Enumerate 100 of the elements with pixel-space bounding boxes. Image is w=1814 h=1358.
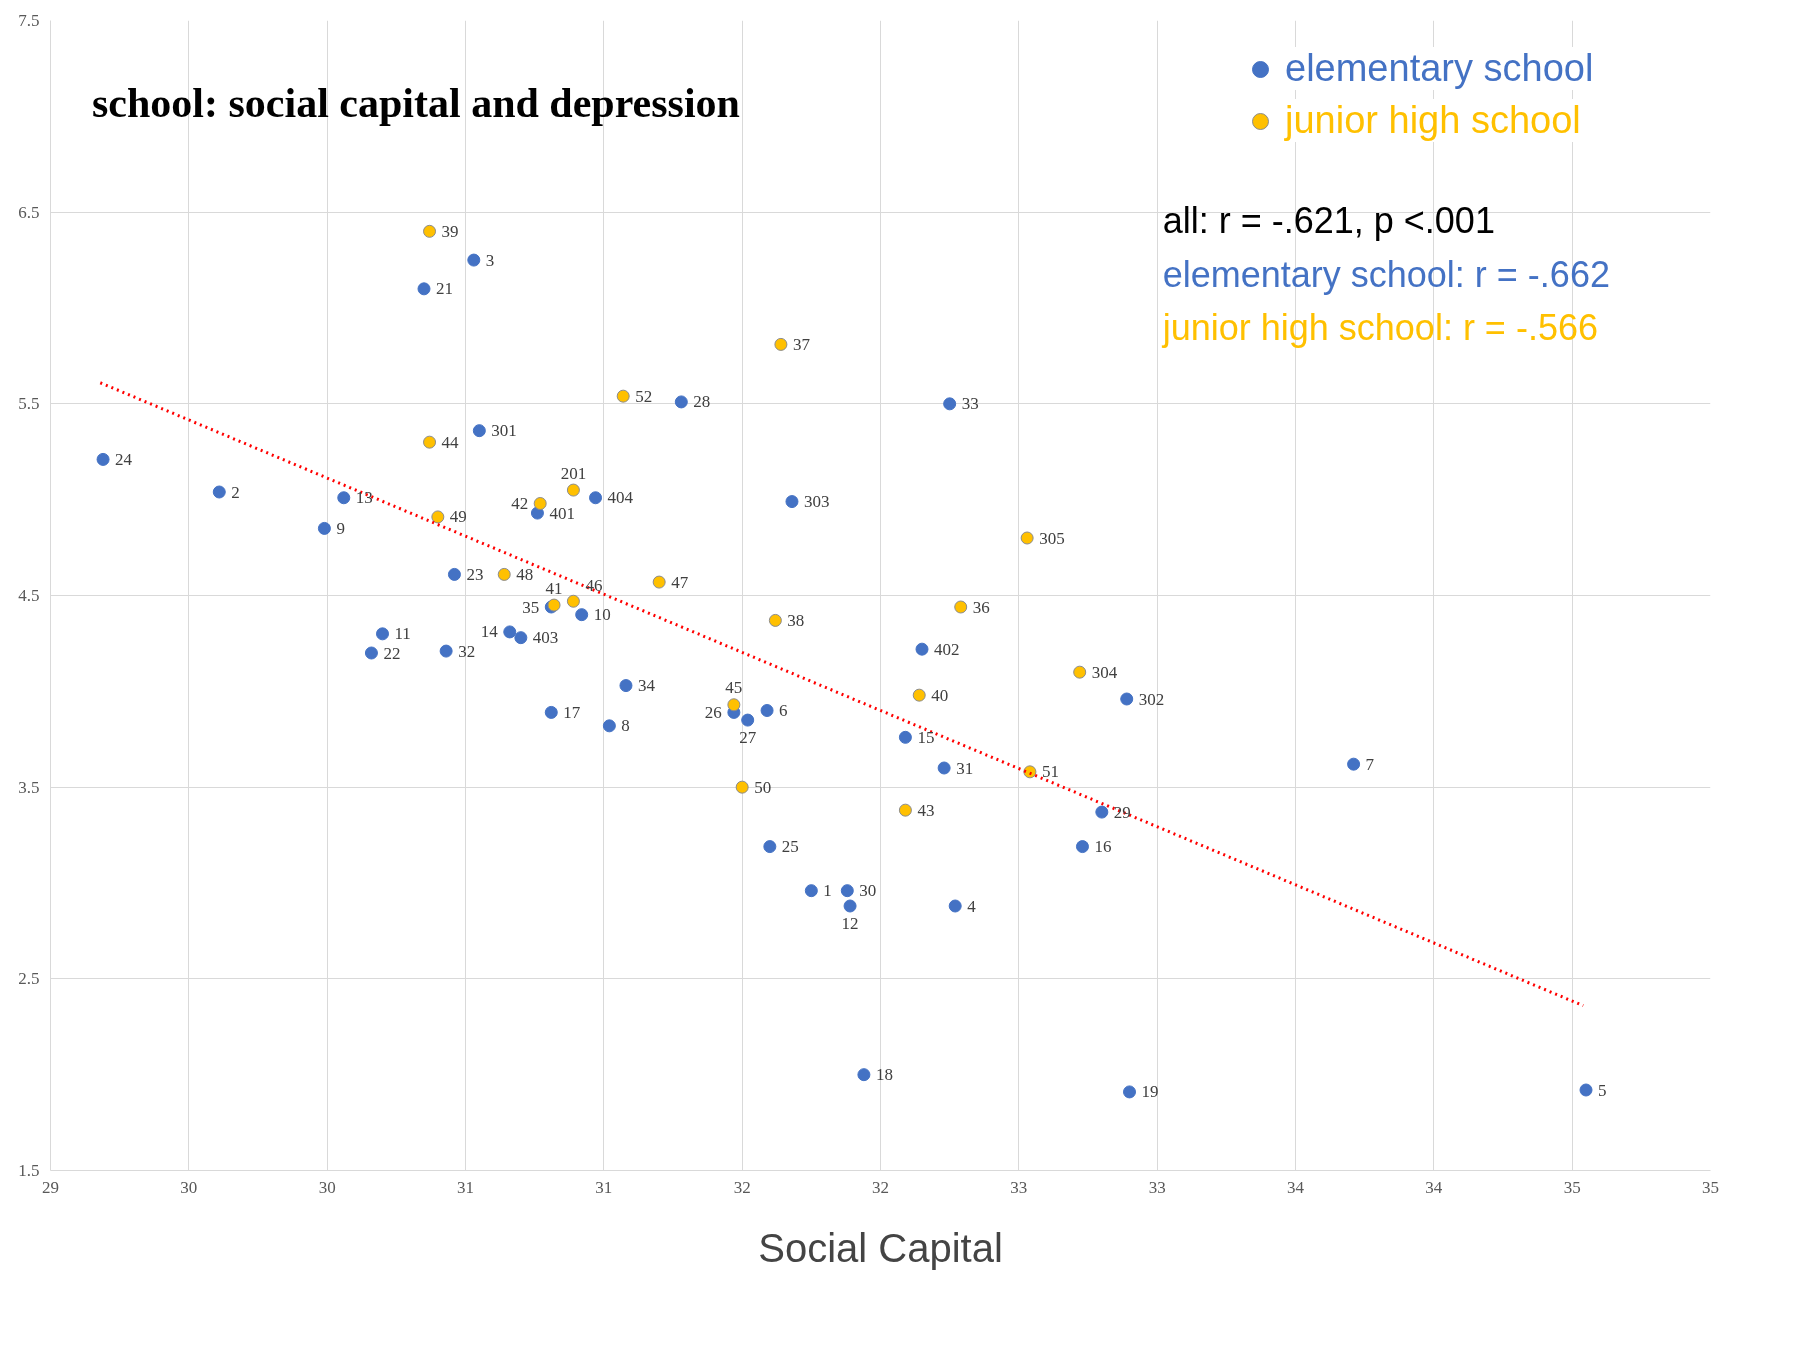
- x-tick-label: 33: [1148, 1177, 1166, 1197]
- x-axis-title: Social Capital: [758, 1225, 1003, 1270]
- point: [423, 224, 437, 238]
- annotation: 24: [115, 449, 133, 469]
- annotation: 41: [545, 578, 563, 598]
- point: [619, 679, 633, 693]
- point: [1075, 840, 1089, 854]
- annotation: 10: [593, 605, 611, 625]
- annotation: 305: [1039, 528, 1065, 548]
- point: [785, 495, 799, 509]
- x-tick-label: 35: [1563, 1177, 1581, 1197]
- point: [1123, 1085, 1136, 1099]
- point: [533, 497, 547, 510]
- annotation: 201: [560, 463, 587, 483]
- annotation: all: r = -.621, p <.001: [1162, 199, 1495, 241]
- annotation: 402: [934, 639, 960, 659]
- annotation: junior high school: r = -.566: [1161, 307, 1598, 349]
- annotation: elementary school: r = -.662: [1162, 253, 1610, 295]
- annotation: 403: [532, 628, 559, 648]
- annotation: 45: [725, 678, 743, 698]
- annotation: 2: [231, 482, 240, 502]
- point: [804, 884, 818, 898]
- y-tick-label: 4.5: [18, 586, 40, 605]
- point: [760, 704, 774, 717]
- legend-label: elementary school: [1285, 47, 1594, 90]
- annotation: 44: [441, 432, 460, 452]
- annotation: 33: [961, 394, 979, 414]
- annotation: 35: [522, 597, 540, 617]
- legend-label: junior high school: [1285, 99, 1581, 142]
- point: [544, 705, 558, 719]
- point: [843, 899, 857, 913]
- text: school: social capital and depression: [92, 79, 740, 126]
- annotation: 404: [607, 488, 634, 508]
- annotation: 38: [787, 610, 805, 630]
- point: [954, 600, 968, 614]
- annotation: 31: [956, 758, 974, 778]
- x-tick-label: 31: [457, 1177, 474, 1197]
- annotation: 12: [841, 913, 859, 933]
- point: [566, 483, 580, 497]
- annotation: 52: [635, 386, 653, 406]
- point: [652, 575, 666, 589]
- annotation: 14: [480, 622, 499, 642]
- y-tick-label: 2.5: [18, 969, 40, 989]
- point: [503, 625, 517, 639]
- point: [912, 688, 926, 702]
- point: [467, 253, 481, 267]
- point: [472, 424, 486, 438]
- annotation: 1: [823, 881, 832, 901]
- point: [431, 510, 445, 524]
- point: [1120, 692, 1134, 706]
- point: [937, 761, 951, 775]
- annotation: 39: [441, 221, 459, 241]
- point: [417, 282, 431, 296]
- x-tick-label: 29: [42, 1177, 59, 1197]
- annotation: 34: [637, 676, 656, 696]
- annotation: 23: [466, 564, 484, 584]
- annotation: 7: [1365, 754, 1375, 774]
- point: [898, 730, 912, 744]
- annotation: 50: [754, 777, 772, 797]
- annotation: 40: [931, 685, 949, 705]
- point: [763, 840, 777, 854]
- point: [1073, 665, 1087, 679]
- point: [447, 567, 461, 581]
- annotation: 43: [917, 800, 935, 820]
- annotation: 27: [739, 727, 757, 747]
- annotation: 6: [779, 701, 788, 720]
- annotation: 21: [436, 279, 453, 299]
- point: [1347, 757, 1361, 771]
- point: [857, 1068, 871, 1082]
- annotation: 304: [1091, 662, 1118, 682]
- annotation: 17: [563, 702, 581, 722]
- x-tick-label: 35: [1702, 1177, 1719, 1197]
- y-tick-label: 1.5: [18, 1161, 40, 1180]
- point: [943, 397, 957, 411]
- annotation: 42: [511, 494, 529, 513]
- point: [735, 780, 749, 794]
- x-tick-label: 34: [1425, 1177, 1443, 1197]
- annotation: 32: [458, 641, 476, 661]
- point: [589, 491, 603, 505]
- annotation: 36: [972, 597, 990, 617]
- point: [1020, 531, 1034, 545]
- point: [317, 521, 331, 535]
- annotation: 47: [671, 572, 689, 592]
- x-tick-label: 32: [733, 1177, 751, 1197]
- annotation: 51: [1041, 762, 1059, 782]
- point: [768, 613, 782, 627]
- point: [774, 337, 788, 351]
- annotation: 30: [859, 881, 877, 901]
- point: [497, 567, 511, 581]
- point: [364, 646, 378, 660]
- annotation: 401: [549, 503, 575, 523]
- annotation: 16: [1094, 837, 1112, 857]
- annotation: 3: [485, 250, 495, 270]
- point: [423, 435, 437, 449]
- annotation: 8: [621, 716, 630, 736]
- point: [674, 395, 688, 409]
- annotation: 46: [585, 575, 603, 595]
- annotation: 49: [449, 507, 467, 527]
- annotation: 18: [875, 1065, 893, 1085]
- point: [376, 627, 389, 641]
